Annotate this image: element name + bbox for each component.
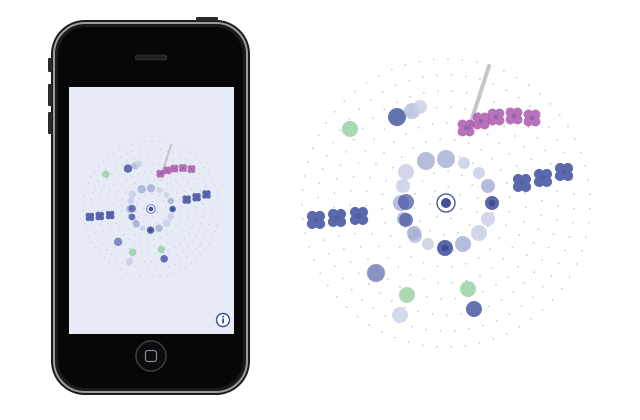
cluster-left: [327, 208, 347, 228]
scatter-dot: [135, 160, 143, 168]
center-dot: [148, 206, 154, 212]
scatter-dot: [460, 281, 476, 297]
scatter-dot: [388, 108, 406, 126]
cluster-magenta: [156, 169, 165, 178]
scatter-dot: [128, 248, 137, 256]
scatter-dot: [466, 301, 482, 317]
ring-dot: [167, 213, 175, 220]
cluster-right: [512, 173, 532, 193]
scatter-dot: [113, 237, 123, 247]
ring-dot: [398, 164, 414, 180]
scatter-dot: [160, 255, 168, 263]
inner-ring: [393, 150, 499, 256]
ring-dot: [156, 187, 163, 194]
ring-dot: [458, 157, 470, 169]
cluster-magenta: [178, 164, 187, 173]
cluster-right: [554, 162, 574, 182]
ring-dot: [139, 225, 146, 232]
scatter-dot: [102, 170, 110, 178]
cluster-magenta: [523, 109, 541, 127]
ring-dot: [471, 225, 487, 241]
ring-dot: [473, 167, 485, 179]
ring-dot: [155, 224, 163, 233]
scatter-dot: [128, 213, 136, 221]
ring-dot: [455, 236, 471, 252]
ring-dot: [163, 192, 170, 198]
scatter-dot: [125, 257, 134, 266]
cluster-left: [105, 210, 115, 220]
ring-dot: [162, 219, 171, 227]
scatter-dot: [128, 204, 136, 213]
scatter-dot: [157, 245, 166, 254]
cluster-left: [95, 211, 105, 221]
speaker-grille: [134, 54, 168, 61]
ring-dot: [481, 179, 495, 193]
scatter-dot: [367, 264, 385, 282]
cluster-magenta: [187, 165, 196, 174]
cluster-magenta: [472, 112, 490, 130]
scatter-dot: [413, 100, 427, 114]
cluster-right: [182, 195, 191, 204]
cluster-right: [202, 190, 211, 199]
ring-dot: [481, 212, 495, 226]
ring-dot: [396, 179, 410, 193]
ring-dot: [417, 152, 435, 170]
cluster-magenta: [163, 166, 172, 175]
center-dot: [441, 198, 451, 208]
home-button-icon: [144, 349, 158, 363]
ring-dot: [422, 238, 434, 250]
cluster-magenta: [457, 119, 475, 137]
cluster-left: [306, 210, 326, 230]
scatter-dot: [342, 121, 358, 137]
scatter-dot: [399, 287, 415, 303]
scatter-dot: [399, 213, 413, 227]
mini-visualization: [82, 140, 220, 278]
scatter-dot: [398, 194, 414, 210]
ring-dot: [146, 184, 156, 193]
dial-needle: [160, 143, 173, 175]
dial-needle: [467, 64, 491, 130]
ring-dot: [167, 197, 175, 205]
dot-field: [301, 58, 591, 348]
ring-dot: [137, 185, 146, 194]
cluster-left: [349, 206, 369, 226]
cluster-magenta: [170, 164, 179, 173]
cluster-right: [533, 168, 553, 188]
scatter-dot: [408, 229, 422, 243]
scatter-dot: [123, 164, 133, 173]
cluster-right: [192, 192, 201, 202]
info-icon[interactable]: [215, 312, 231, 328]
cluster-magenta: [487, 108, 505, 126]
ring-dot: [127, 197, 135, 205]
scatter-dot: [133, 221, 140, 228]
ring-dot: [437, 150, 455, 168]
scatter-dot: [392, 307, 408, 323]
cluster-left: [85, 212, 95, 222]
cluster-magenta: [505, 107, 523, 125]
large-visualization: [301, 58, 591, 348]
ring-dot: [128, 190, 136, 199]
home-button[interactable]: [135, 340, 167, 372]
